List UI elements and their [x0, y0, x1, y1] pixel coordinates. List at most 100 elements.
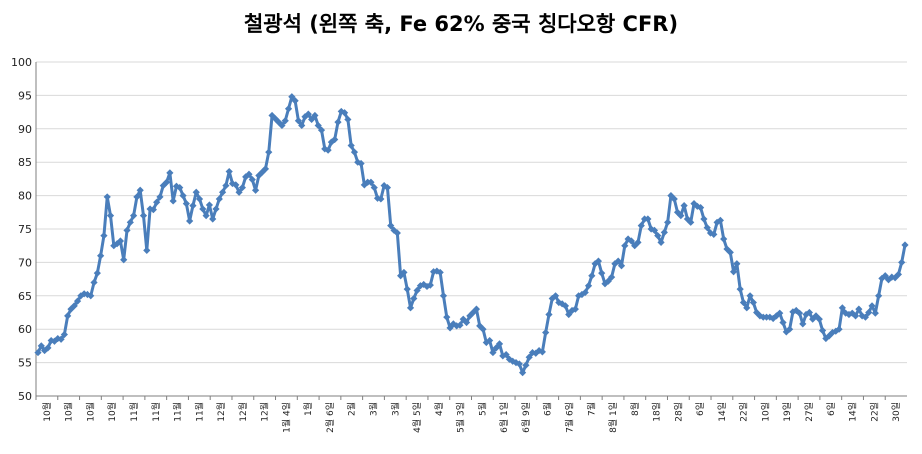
data-point [733, 260, 741, 268]
x-tick-label: 14일 [717, 402, 728, 422]
data-point [664, 218, 672, 226]
data-point [710, 230, 718, 238]
data-point [901, 241, 909, 249]
data-point [281, 117, 289, 125]
data-point [360, 181, 368, 189]
series-line [36, 95, 907, 375]
data-point [525, 353, 533, 361]
data-point [97, 252, 105, 260]
data-point [400, 268, 408, 277]
x-tick-label: 12월 [259, 402, 271, 422]
x-tick-label: 7월 [585, 402, 597, 416]
data-point [443, 313, 451, 321]
data-point [604, 277, 612, 285]
y-tick-label: 85 [18, 156, 32, 169]
data-point [489, 348, 497, 357]
x-tick-label: 19일 [782, 402, 793, 422]
data-point [855, 305, 863, 313]
data-point [535, 346, 543, 355]
data-point [660, 228, 668, 236]
data-point [792, 306, 800, 315]
data-point [334, 118, 342, 126]
x-tick-label: 27일 [804, 402, 815, 422]
data-point [153, 198, 161, 206]
data-point [561, 302, 570, 310]
data-point [650, 226, 659, 234]
data-point [182, 200, 190, 208]
data-point [301, 113, 309, 121]
data-point [680, 202, 688, 210]
data-point [703, 224, 711, 232]
data-point [687, 218, 695, 226]
data-point [139, 212, 148, 220]
x-tick-label: 22일 [739, 402, 750, 422]
data-point [436, 268, 444, 277]
x-tick-label: 8월 1일 [607, 402, 619, 433]
data-point [344, 115, 352, 124]
y-tick-label: 75 [18, 223, 32, 236]
data-point [772, 312, 781, 320]
data-point [476, 322, 484, 330]
x-tick-label: 10월 [41, 402, 53, 422]
data-point [120, 256, 128, 264]
data-point [608, 273, 616, 281]
x-tick-label: 30일 [891, 402, 902, 422]
data-point [538, 348, 546, 356]
data-point [871, 309, 879, 317]
data-point [413, 286, 421, 295]
data-point [202, 212, 210, 220]
data-point [581, 288, 589, 297]
x-tick-label: 1월 [302, 402, 314, 416]
data-point [350, 148, 359, 156]
data-point [809, 315, 817, 323]
data-point [123, 226, 131, 234]
gridlines [36, 61, 907, 397]
data-point [462, 318, 471, 327]
data-point [387, 222, 395, 230]
x-tick-label: 4월 [433, 402, 445, 416]
data-point [192, 188, 200, 196]
data-point [617, 262, 626, 270]
data-point [199, 205, 207, 213]
data-point [169, 197, 177, 205]
x-tick-label: 2월 [346, 402, 358, 416]
data-point [842, 309, 850, 317]
data-point [347, 141, 355, 150]
x-tick-label: 4월 5일 [411, 402, 423, 433]
x-tick-label: 6일 [695, 402, 706, 416]
data-point [232, 181, 240, 189]
data-point [130, 212, 138, 220]
data-point [789, 308, 797, 316]
data-point [37, 342, 45, 350]
data-point [222, 181, 230, 190]
data-point [373, 194, 382, 202]
data-point [195, 195, 204, 203]
data-point [828, 328, 837, 337]
data-point [522, 361, 530, 369]
data-point [245, 170, 253, 178]
data-point [795, 309, 804, 317]
data-point [235, 188, 243, 196]
y-tick-label: 100 [11, 56, 32, 69]
data-point [176, 183, 184, 192]
data-point [845, 310, 853, 319]
data-point [70, 302, 78, 310]
data-point [802, 310, 810, 319]
data-point [87, 292, 95, 300]
x-tick-label: 2월 6일 [324, 402, 336, 433]
x-tick-label: 28일 [673, 402, 684, 422]
data-point [542, 328, 550, 337]
data-point [591, 260, 599, 268]
y-tick-label: 60 [18, 323, 32, 336]
data-point [545, 310, 553, 319]
y-tick-label: 50 [18, 390, 32, 403]
x-tick-labels: 10월 10월 10월 10월 11월 11월 11월 11월 12월 12월 12월 1월 4일 1월… [41, 402, 902, 433]
data-point [769, 314, 777, 323]
data-point [67, 305, 75, 313]
data-point [551, 292, 560, 300]
x-tick-label: 5월 [476, 402, 488, 416]
data-point [746, 292, 754, 300]
data-point [64, 312, 72, 320]
y-tick-label: 90 [18, 123, 32, 136]
data-point [614, 257, 622, 265]
